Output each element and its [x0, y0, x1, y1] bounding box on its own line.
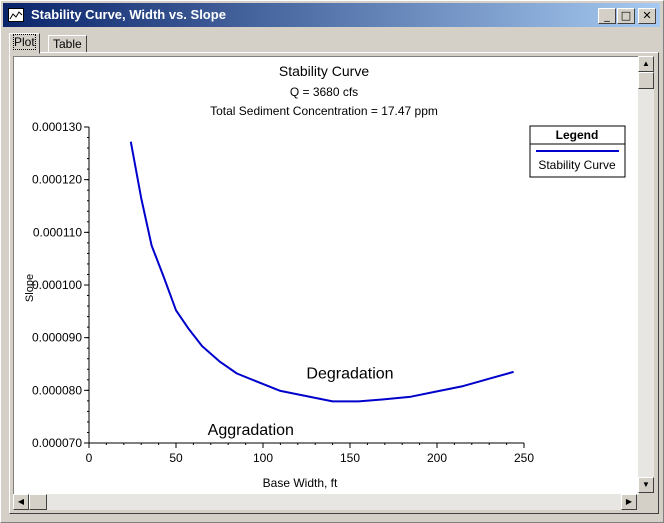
arrow-right-icon: ▶	[625, 497, 633, 506]
arrow-down-icon: ▼	[642, 480, 650, 489]
chart-app-icon[interactable]	[8, 8, 24, 22]
maximize-button[interactable]: □	[617, 8, 635, 24]
legend: Legend Stability Curve	[529, 125, 626, 178]
scroll-up-button[interactable]: ▲	[638, 56, 654, 72]
x-axis-label: Base Width, ft	[263, 476, 338, 490]
arrow-up-icon: ▲	[642, 59, 650, 68]
vertical-scrollbar[interactable]: ▲ ▼	[638, 56, 654, 493]
y-tick-label: 0.000080	[32, 383, 82, 397]
series-layer	[129, 141, 514, 403]
y-tick-label: 0.000130	[32, 120, 82, 134]
x-tick-label: 250	[514, 451, 534, 465]
x-tick-label: 200	[427, 451, 447, 465]
close-icon: ✕	[642, 9, 652, 22]
chart-title: Stability Curve	[279, 63, 369, 79]
y-axis-label: Slope	[24, 274, 36, 302]
tab-plot-label: Plot	[13, 34, 36, 50]
plot-panel: Stability Curve Q = 3680 cfs Total Sedim…	[9, 52, 659, 514]
plot-area: Stability Curve Q = 3680 cfs Total Sedim…	[13, 56, 639, 495]
y-tick-label: 0.000070	[32, 436, 82, 450]
legend-item-label: Stability Curve	[538, 158, 616, 172]
x-tick-label: 150	[340, 451, 360, 465]
maximize-icon: □	[620, 9, 632, 22]
x-tick-label: 50	[169, 451, 183, 465]
vertical-scroll-thumb[interactable]	[638, 72, 654, 89]
y-tick-label: 0.000100	[32, 278, 82, 292]
y-tick-label: 0.000090	[32, 331, 82, 345]
annotation-degradation: Degradation	[306, 366, 393, 383]
chart: Stability Curve Q = 3680 cfs Total Sedim…	[24, 63, 626, 490]
close-button[interactable]: ✕	[638, 8, 656, 24]
window-title: Stability Curve, Width vs. Slope	[31, 7, 226, 22]
arrow-left-icon: ◀	[17, 497, 25, 506]
chart-subtitle-concentration: Total Sediment Concentration = 17.47 ppm	[210, 104, 438, 118]
chart-subtitle-flow: Q = 3680 cfs	[290, 85, 358, 99]
scroll-left-button[interactable]: ◀	[13, 494, 29, 510]
tab-table-label: Table	[53, 37, 82, 51]
y-tick-label: 0.000120	[32, 173, 82, 187]
title-bar[interactable]: Stability Curve, Width vs. Slope _ □ ✕	[3, 3, 660, 27]
x-tick-label: 0	[86, 451, 93, 465]
horizontal-scroll-thumb[interactable]	[29, 494, 47, 510]
horizontal-scrollbar[interactable]: ◀ ▶	[13, 494, 637, 510]
legend-title: Legend	[556, 128, 599, 142]
minimize-button[interactable]: _	[598, 8, 616, 24]
tab-table[interactable]: Table	[48, 35, 87, 54]
scroll-down-button[interactable]: ▼	[638, 477, 654, 493]
scroll-right-button[interactable]: ▶	[621, 494, 637, 510]
scrollbar-corner	[638, 494, 654, 510]
x-tick-label: 100	[253, 451, 273, 465]
annotation-aggradation: Aggradation	[208, 422, 294, 439]
series-line	[129, 141, 514, 403]
minimize-icon: _	[604, 9, 610, 22]
tab-plot[interactable]: Plot	[9, 33, 40, 54]
axis-ticks: 0 50 100 150 200 250 0.000070 0.000080 0.000090 0…	[32, 120, 534, 465]
y-tick-label: 0.000110	[33, 225, 82, 239]
